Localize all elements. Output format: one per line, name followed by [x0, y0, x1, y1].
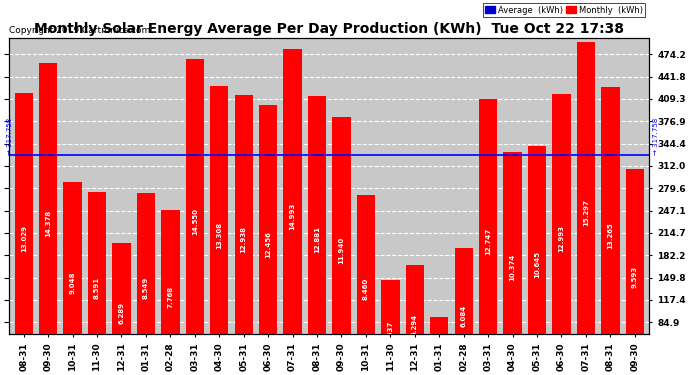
- Bar: [284, 49, 302, 375]
- Bar: [479, 99, 497, 375]
- Bar: [357, 195, 375, 375]
- Text: 10.374: 10.374: [509, 254, 515, 281]
- Bar: [406, 266, 424, 375]
- Text: 2.986: 2.986: [436, 339, 442, 361]
- Text: 7.768: 7.768: [168, 286, 173, 308]
- Bar: [308, 96, 326, 375]
- Bar: [601, 87, 620, 375]
- Bar: [528, 146, 546, 375]
- Text: 14.378: 14.378: [45, 210, 51, 237]
- Bar: [552, 93, 571, 375]
- Text: → 317.758: → 317.758: [653, 117, 659, 155]
- Bar: [430, 317, 448, 375]
- Bar: [14, 93, 33, 375]
- Bar: [577, 42, 595, 375]
- Bar: [455, 248, 473, 375]
- Legend: Average  (kWh), Monthly  (kWh): Average (kWh), Monthly (kWh): [483, 3, 645, 17]
- Text: 9.048: 9.048: [70, 272, 76, 294]
- Bar: [626, 170, 644, 375]
- Bar: [161, 210, 179, 375]
- Bar: [235, 95, 253, 375]
- Bar: [259, 105, 277, 375]
- Text: 12.993: 12.993: [558, 225, 564, 252]
- Text: 8.460: 8.460: [363, 278, 369, 300]
- Text: 12.456: 12.456: [265, 231, 271, 258]
- Bar: [186, 59, 204, 375]
- Bar: [137, 193, 155, 375]
- Text: 15.297: 15.297: [583, 200, 589, 226]
- Text: 14.993: 14.993: [290, 202, 295, 230]
- Text: → 317.758: → 317.758: [8, 117, 13, 155]
- Text: 11.940: 11.940: [339, 237, 344, 264]
- Bar: [112, 243, 130, 375]
- Bar: [504, 152, 522, 375]
- Text: 9.593: 9.593: [632, 266, 638, 288]
- Text: 5.294: 5.294: [412, 314, 417, 336]
- Bar: [88, 192, 106, 375]
- Text: 8.549: 8.549: [143, 277, 149, 299]
- Bar: [63, 182, 81, 375]
- Bar: [381, 280, 400, 375]
- Text: 8.591: 8.591: [94, 277, 100, 299]
- Bar: [210, 87, 228, 375]
- Text: 13.029: 13.029: [21, 225, 27, 252]
- Title: Monthly Solar Energy Average Per Day Production (KWh)  Tue Oct 22 17:38: Monthly Solar Energy Average Per Day Pro…: [34, 22, 624, 36]
- Bar: [39, 63, 57, 375]
- Text: 13.265: 13.265: [607, 222, 613, 249]
- Text: 13.308: 13.308: [216, 222, 222, 249]
- Text: 12.881: 12.881: [314, 226, 320, 253]
- Text: Copyright 2019 Cartronics.com: Copyright 2019 Cartronics.com: [9, 26, 150, 34]
- Text: 12.747: 12.747: [485, 228, 491, 255]
- Text: 12.938: 12.938: [241, 226, 247, 253]
- Bar: [333, 117, 351, 375]
- Text: 10.645: 10.645: [534, 251, 540, 278]
- Text: 4.637: 4.637: [387, 321, 393, 343]
- Text: 6.289: 6.289: [119, 302, 124, 324]
- Text: 6.084: 6.084: [461, 304, 466, 327]
- Text: 14.550: 14.550: [192, 208, 198, 235]
